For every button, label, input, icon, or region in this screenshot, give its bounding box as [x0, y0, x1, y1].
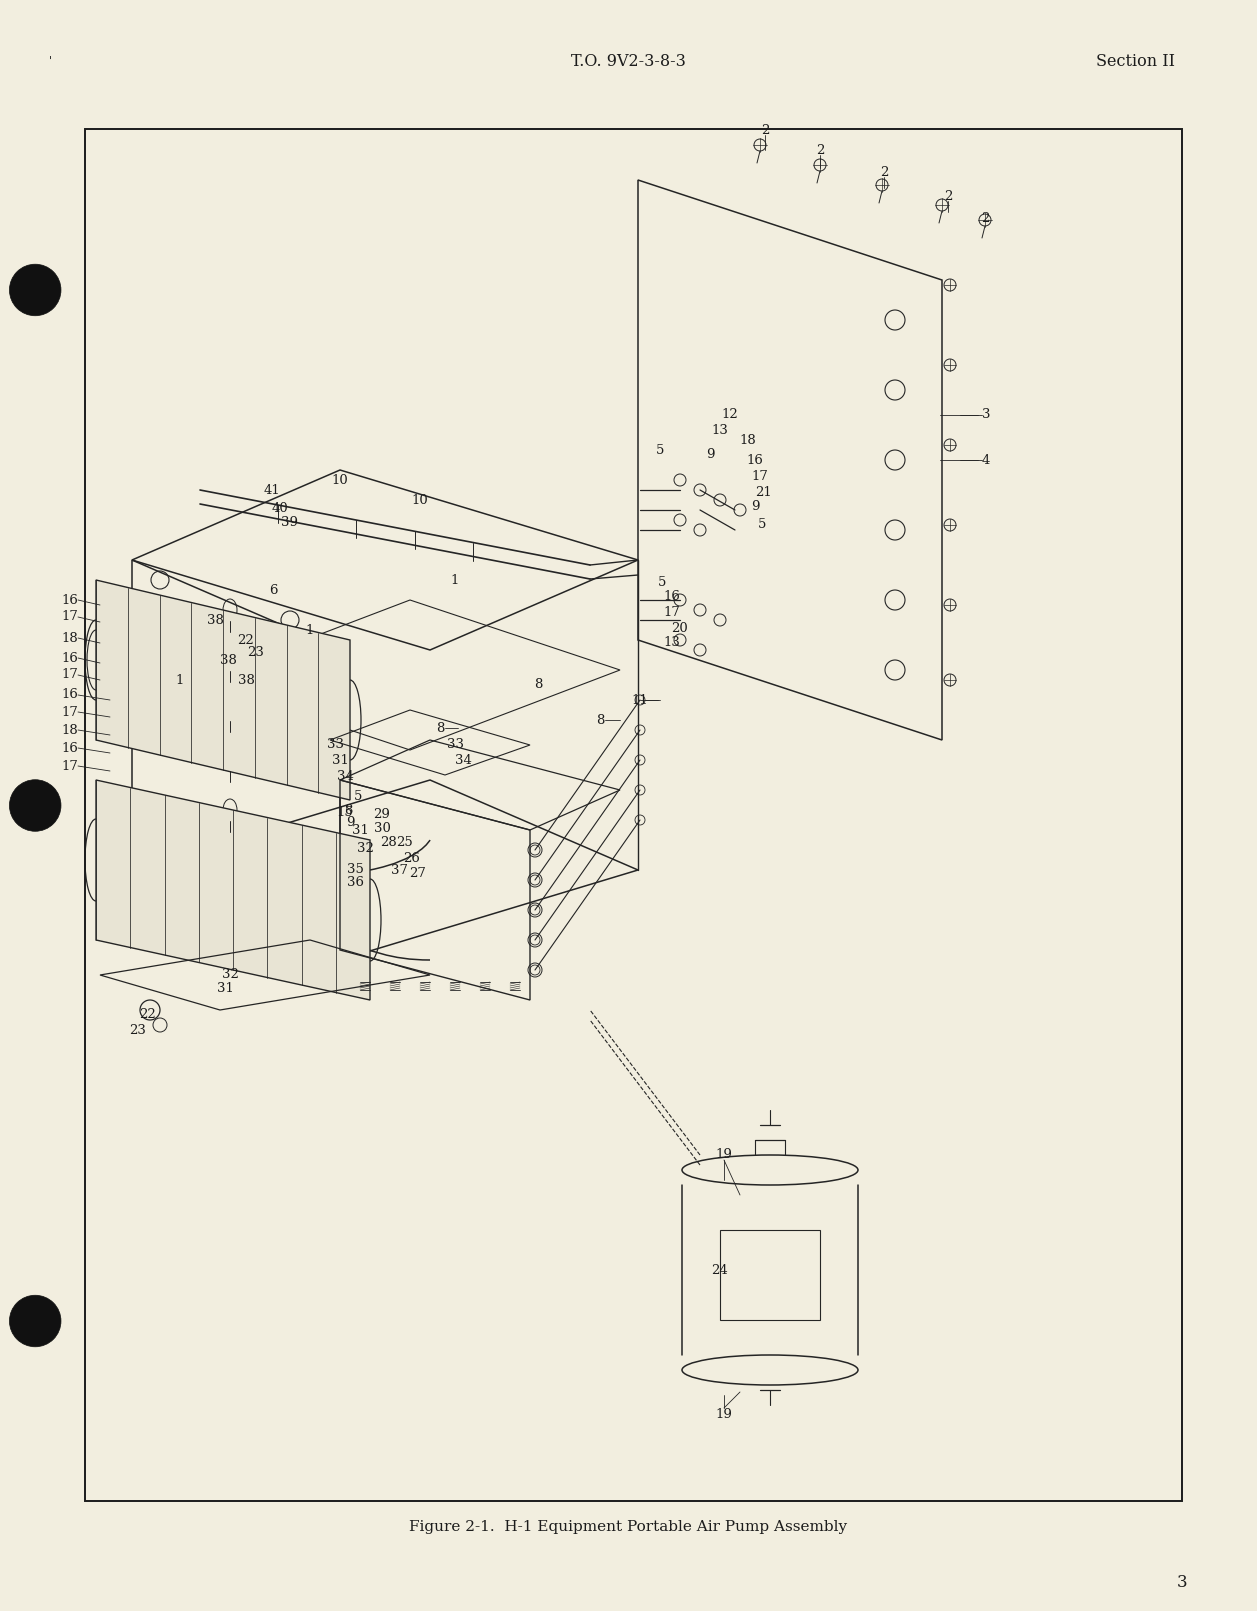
Text: 23: 23: [248, 646, 264, 659]
Text: 17: 17: [62, 611, 78, 623]
Text: 16: 16: [664, 591, 680, 604]
Circle shape: [9, 264, 62, 316]
Text: 13: 13: [711, 424, 729, 437]
Text: 10: 10: [411, 493, 429, 506]
Text: 10: 10: [332, 474, 348, 487]
Text: Section II: Section II: [1096, 53, 1175, 69]
Text: 31: 31: [332, 754, 348, 767]
Text: 5: 5: [656, 443, 664, 456]
Text: 29: 29: [373, 809, 391, 822]
Text: 19: 19: [715, 1149, 733, 1162]
Text: 35: 35: [347, 862, 363, 875]
Text: 25: 25: [397, 836, 414, 849]
Bar: [85, 129, 1182, 1501]
Text: 20: 20: [671, 622, 689, 635]
Text: 8: 8: [344, 804, 352, 817]
Text: 16: 16: [747, 454, 763, 467]
Text: 16: 16: [62, 593, 78, 606]
Text: 22: 22: [238, 633, 254, 646]
Text: Figure 2-1.  H-1 Equipment Portable Air Pump Assembly: Figure 2-1. H-1 Equipment Portable Air P…: [410, 1521, 847, 1534]
Text: 16: 16: [62, 741, 78, 754]
Text: 28: 28: [380, 836, 396, 849]
Bar: [720, 1231, 820, 1319]
Polygon shape: [96, 580, 349, 801]
Text: 2: 2: [980, 211, 989, 224]
Text: 30: 30: [373, 822, 391, 834]
Text: 1: 1: [305, 623, 314, 636]
Text: 31: 31: [216, 981, 234, 994]
Text: 17: 17: [752, 469, 768, 483]
Text: 17: 17: [62, 669, 78, 681]
Text: 23: 23: [129, 1023, 146, 1036]
Text: 5: 5: [353, 791, 362, 804]
Text: 3: 3: [982, 409, 991, 422]
Text: 8: 8: [436, 722, 444, 735]
Text: 17: 17: [664, 606, 680, 620]
Text: 4: 4: [982, 454, 991, 467]
Text: 40: 40: [272, 501, 288, 514]
Text: 34: 34: [455, 754, 471, 767]
Text: 2: 2: [944, 190, 953, 203]
Text: 11: 11: [631, 693, 649, 707]
Text: 26: 26: [403, 852, 420, 865]
Text: 17: 17: [62, 759, 78, 773]
Text: 32: 32: [221, 968, 239, 981]
Text: 6: 6: [269, 583, 278, 596]
Text: 34: 34: [337, 770, 353, 783]
Text: 15: 15: [337, 806, 353, 818]
Text: 9: 9: [346, 817, 354, 830]
Text: 5: 5: [758, 519, 767, 532]
Text: 1: 1: [176, 673, 185, 686]
Text: 16: 16: [62, 688, 78, 701]
Text: 38: 38: [220, 654, 236, 667]
Text: 3: 3: [1178, 1574, 1188, 1590]
Text: 32: 32: [357, 841, 373, 854]
Text: 38: 38: [206, 614, 224, 627]
Text: 37: 37: [391, 863, 409, 876]
Text: 33: 33: [327, 738, 343, 751]
Text: 2: 2: [880, 166, 889, 179]
Text: 36: 36: [347, 875, 363, 889]
Text: 18: 18: [739, 433, 757, 446]
Polygon shape: [96, 780, 370, 1000]
Text: 39: 39: [282, 516, 298, 528]
Text: ': ': [49, 56, 52, 66]
Text: 19: 19: [715, 1408, 733, 1421]
Circle shape: [9, 780, 62, 831]
Text: 2: 2: [816, 143, 825, 156]
Text: 22: 22: [140, 1008, 156, 1021]
Text: 1: 1: [451, 574, 459, 586]
Text: 16: 16: [62, 651, 78, 664]
Text: 18: 18: [62, 723, 78, 736]
Text: 33: 33: [446, 738, 464, 751]
Text: 17: 17: [62, 706, 78, 719]
Text: 21: 21: [755, 485, 772, 498]
Text: 38: 38: [238, 673, 254, 686]
Text: 8: 8: [534, 678, 542, 691]
Text: 9: 9: [750, 501, 759, 514]
Text: T.O. 9V2-3-8-3: T.O. 9V2-3-8-3: [571, 53, 686, 69]
Text: 41: 41: [264, 483, 280, 496]
Text: 24: 24: [711, 1263, 728, 1276]
Text: 27: 27: [410, 867, 426, 880]
Circle shape: [9, 1295, 62, 1347]
Text: 5: 5: [657, 575, 666, 588]
Text: 12: 12: [722, 409, 738, 422]
Text: 31: 31: [352, 823, 368, 836]
Text: 2: 2: [760, 124, 769, 137]
Text: 13: 13: [664, 636, 680, 649]
Text: 8: 8: [596, 714, 605, 727]
Text: 9: 9: [705, 448, 714, 461]
Text: 18: 18: [62, 632, 78, 644]
